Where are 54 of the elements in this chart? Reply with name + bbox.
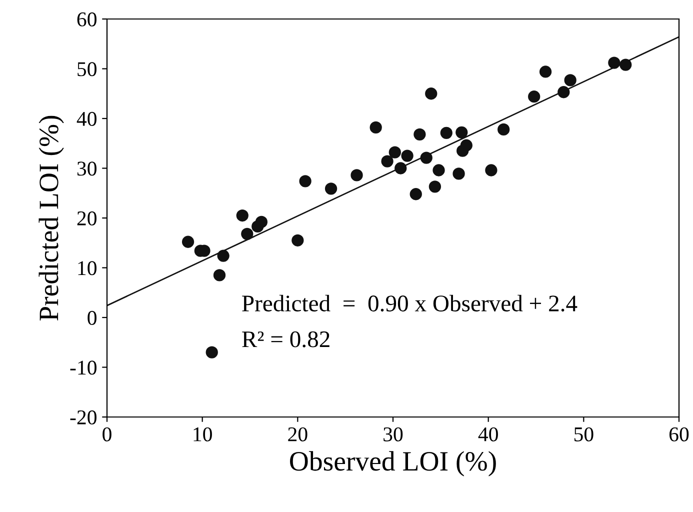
point (236, 209, 248, 222)
point (558, 86, 570, 98)
point (452, 168, 465, 180)
point (370, 121, 382, 134)
y-axis-title: Predicted LOI (%) (38, 116, 64, 321)
x-axis-title: Observed LOI (%) (290, 451, 496, 476)
y-tick-label: -10 (70, 360, 96, 375)
point (528, 90, 540, 103)
point (498, 123, 510, 136)
x-tick-label: 60 (669, 427, 689, 442)
x-tick-label: 10 (194, 427, 212, 442)
point (350, 169, 363, 182)
point (440, 126, 452, 139)
point (206, 346, 218, 358)
point (299, 175, 312, 188)
y-tick-label: 60 (77, 12, 96, 26)
point (608, 56, 620, 69)
point (388, 146, 401, 158)
point (420, 152, 432, 164)
annotation: Predicted = 0.90 x Observed + 2.4 (242, 294, 578, 312)
point (394, 162, 407, 174)
y-tick-label: -20 (70, 410, 96, 424)
y-tick-label: 30 (77, 162, 96, 176)
point (432, 164, 445, 176)
x-tick-label: 30 (384, 427, 403, 442)
y-tick-label: 40 (76, 112, 96, 126)
y-tick-label: 0 (88, 310, 96, 325)
point (456, 126, 468, 139)
point (292, 234, 304, 246)
x-tick-label: 40 (478, 427, 498, 442)
point (410, 188, 422, 200)
point (460, 139, 472, 152)
point (217, 250, 230, 262)
point (425, 88, 438, 100)
y-tick-label: 20 (77, 211, 96, 226)
x-tick-label: 20 (288, 427, 308, 442)
y-tick-label: 10 (78, 261, 96, 276)
point (564, 74, 576, 86)
point (428, 180, 442, 193)
y-tick-label: 50 (78, 62, 96, 76)
point (381, 155, 394, 168)
point (485, 164, 498, 176)
point (241, 228, 254, 240)
x-tick-label: 0 (102, 427, 112, 442)
point (255, 216, 268, 228)
point (182, 236, 194, 248)
point (620, 58, 632, 71)
point (401, 150, 414, 162)
annotation: R² = 0.82 (242, 331, 330, 348)
point (324, 182, 338, 195)
point (539, 66, 552, 78)
point (414, 128, 426, 140)
point (213, 269, 226, 282)
x-tick-label: 50 (574, 427, 594, 442)
